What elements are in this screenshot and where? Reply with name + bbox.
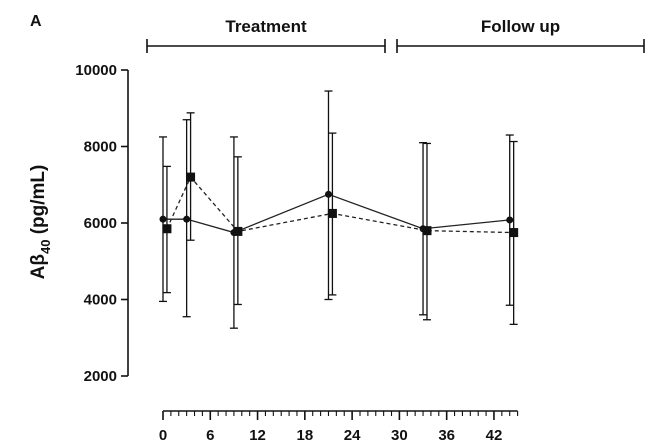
plot-area: [159, 90, 519, 329]
data-point-circle: [506, 216, 514, 224]
y-axis-title-unit: (pg/mL): [28, 165, 49, 240]
y-tick-label: 10000: [75, 62, 117, 79]
data-point-circle: [159, 215, 167, 223]
x-tick-label: 18: [296, 427, 313, 444]
data-point-square: [327, 208, 337, 218]
series-1: [159, 90, 514, 329]
y-axis-title: Aβ40 (pg/mL): [28, 165, 53, 280]
x-tick-label: 24: [344, 427, 361, 444]
x-tick-label: 30: [391, 427, 408, 444]
data-point-square: [162, 224, 172, 234]
data-point-circle: [183, 215, 191, 223]
x-tick-label: 12: [249, 427, 266, 444]
x-tick-label: 36: [438, 427, 455, 444]
data-point-circle: [324, 190, 332, 198]
period-label: Treatment: [225, 17, 307, 36]
y-tick-label: 4000: [84, 292, 117, 309]
x-tick-label: 42: [486, 427, 503, 444]
series-2: [162, 112, 519, 326]
panel-label: A: [30, 13, 42, 30]
y-axis-title-subscript: 40: [38, 240, 53, 254]
series-line: [163, 193, 510, 234]
series-line: [166, 175, 514, 234]
y-axis: 2000 4000 6000 8000 10000: [75, 62, 129, 385]
data-point-square: [186, 172, 196, 182]
y-tick-label: 6000: [84, 215, 117, 232]
y-tick-label: 2000: [84, 368, 117, 385]
x-tick-label: 0: [159, 427, 167, 444]
y-axis-title-main: Aβ: [28, 254, 49, 279]
data-point-square: [233, 226, 243, 236]
data-point-square: [422, 226, 432, 236]
period-brackets: Treatment Follow up: [146, 17, 645, 53]
y-tick-label: 8000: [84, 139, 117, 156]
period-label: Follow up: [481, 17, 560, 36]
x-axis: 0 6 12 18 24 30 36 42: [159, 410, 519, 444]
x-tick-label: 6: [206, 427, 214, 444]
data-point-square: [509, 228, 519, 238]
